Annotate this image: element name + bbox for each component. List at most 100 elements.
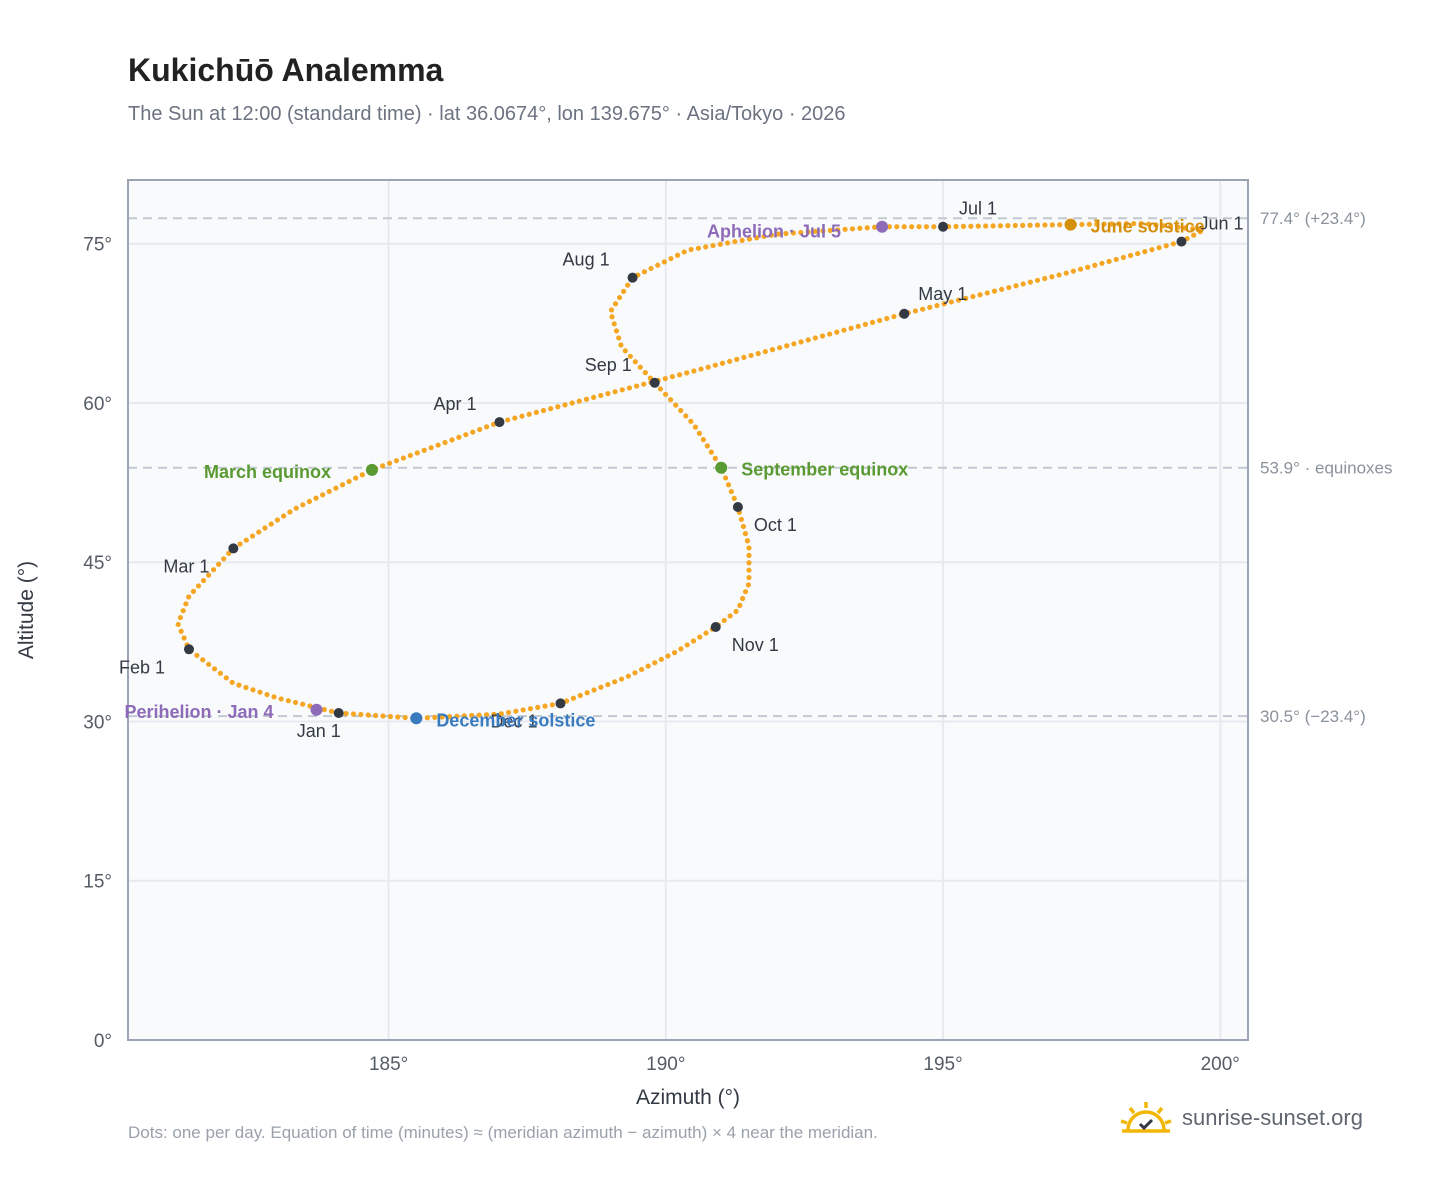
daily-dot [642, 370, 648, 376]
daily-dot [862, 321, 868, 327]
event-label: March equinox [204, 462, 331, 482]
daily-dot [676, 372, 683, 378]
daily-dot [570, 695, 577, 701]
daily-dot [703, 244, 709, 250]
daily-dot [1057, 222, 1063, 228]
daily-dot [641, 269, 648, 275]
month-label: Jun 1 [1199, 214, 1243, 234]
daily-dot [1116, 221, 1122, 227]
daily-dot [407, 452, 413, 459]
month-marker [333, 707, 344, 718]
daily-dot [358, 711, 364, 718]
daily-dot [983, 223, 989, 229]
daily-dot [835, 227, 841, 233]
daily-dot [658, 656, 664, 662]
daily-dot [970, 293, 976, 300]
daily-dot [634, 383, 640, 389]
daily-dot [681, 249, 687, 255]
daily-dot [762, 348, 768, 355]
daily-dot [293, 505, 299, 511]
daily-dot [805, 337, 811, 343]
daily-dot [1092, 262, 1098, 268]
daily-dot [190, 588, 197, 594]
daily-dot [300, 502, 306, 508]
daily-dot [727, 613, 733, 619]
daily-dot [1182, 225, 1188, 231]
event-marker [715, 461, 728, 474]
daily-dot [223, 675, 229, 681]
daily-dot [927, 304, 933, 310]
daily-dot [505, 417, 511, 423]
month-marker [228, 543, 239, 554]
daily-dot [542, 703, 548, 709]
daily-dot [591, 687, 597, 693]
daily-dot [1197, 226, 1203, 233]
daily-dot [1034, 277, 1041, 283]
daily-dot [708, 449, 714, 455]
daily-dot [948, 299, 954, 305]
brand[interactable]: sunrise-sunset.org [1120, 1100, 1363, 1136]
daily-dot [477, 426, 483, 433]
daily-dot [195, 583, 202, 589]
daily-dot [999, 286, 1005, 292]
daily-dot [700, 437, 706, 443]
daily-dot [912, 308, 919, 314]
daily-dot [476, 712, 482, 718]
daily-dot [454, 713, 460, 719]
daily-dot [520, 707, 526, 713]
month-label: Oct 1 [754, 515, 797, 535]
daily-dot [842, 226, 848, 232]
daily-dot [611, 321, 617, 327]
daily-dot [278, 696, 284, 702]
daily-dot [834, 329, 840, 335]
daily-dot [668, 397, 674, 403]
y-axis-title: Altitude (°) [15, 561, 38, 659]
daily-dot [696, 430, 702, 436]
daily-dot [728, 488, 734, 495]
daily-dot [484, 424, 490, 430]
daily-dot [1113, 256, 1119, 263]
daily-dot [613, 328, 620, 334]
daily-dot [616, 335, 622, 341]
daily-dot [1070, 268, 1076, 274]
daily-dot [1149, 247, 1155, 253]
daily-dot [549, 702, 555, 708]
x-axis-title: Azimuth (°) [636, 1086, 740, 1109]
daily-dot [710, 242, 716, 249]
x-tick-label: 195° [923, 1054, 962, 1075]
daily-dot [798, 229, 804, 236]
daily-dot [339, 482, 346, 488]
daily-dot [812, 228, 819, 235]
daily-dot [641, 381, 647, 387]
daily-dot [211, 666, 218, 672]
daily-dot [712, 455, 718, 461]
daily-dot [449, 437, 455, 443]
daily-dot [513, 708, 519, 714]
daily-dot [612, 679, 618, 685]
daily-dot [841, 327, 847, 333]
daily-dot [1013, 283, 1019, 289]
daily-dot [1168, 223, 1174, 230]
daily-dot [1005, 223, 1011, 229]
daily-dot [1170, 241, 1176, 247]
daily-dot [1160, 223, 1166, 229]
daily-dot [343, 710, 349, 717]
daily-dot [320, 492, 326, 498]
daily-dot [469, 712, 475, 719]
daily-dot [737, 602, 743, 608]
daily-dot [1106, 258, 1112, 264]
y-tick-label: 45° [83, 553, 112, 574]
month-label: Nov 1 [732, 635, 779, 655]
reference-label: 77.4° (+23.4°) [1260, 209, 1366, 228]
y-tick-label: 75° [83, 235, 112, 256]
event-label: September equinox [741, 460, 908, 480]
daily-dot [380, 463, 386, 469]
month-label: Sep 1 [585, 355, 632, 375]
month-marker [183, 644, 194, 655]
daily-dot [872, 224, 878, 230]
daily-dot [923, 224, 930, 230]
daily-dot [626, 385, 633, 391]
daily-dot [748, 352, 754, 359]
daily-dot [236, 682, 242, 688]
daily-dot [1175, 224, 1181, 230]
